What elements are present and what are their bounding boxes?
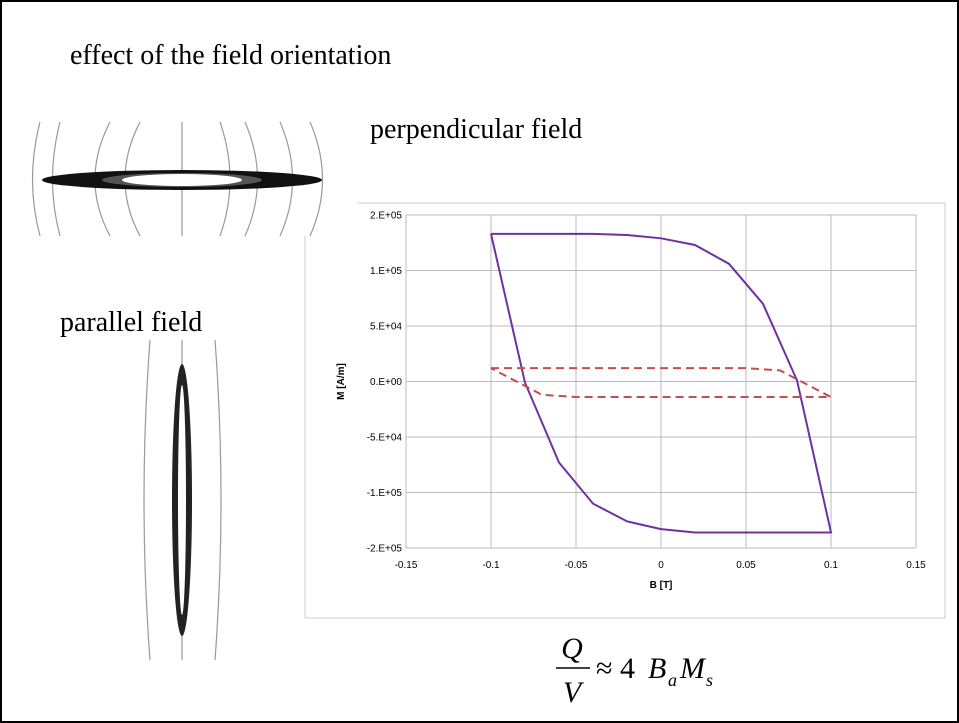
slide-title: effect of the field orientation — [70, 40, 391, 71]
perpendicular-label: perpendicular field — [370, 114, 582, 145]
parallel-image — [143, 339, 222, 661]
x-tick-label: -0.05 — [565, 560, 588, 571]
series-line — [490, 232, 833, 534]
y-tick-label: 1.E+05 — [370, 266, 402, 277]
y-axis-label: M [A/m] — [336, 363, 347, 400]
series-line — [490, 367, 832, 399]
parallel-label: parallel field — [60, 307, 202, 338]
y-tick-label: -2.E+05 — [367, 544, 403, 555]
x-tick-label: -0.1 — [482, 560, 500, 571]
x-tick-label: 0.1 — [824, 560, 838, 571]
formula-numerator: Q — [561, 632, 583, 665]
x-axis-label: B [T] — [650, 580, 673, 591]
formula-b: B — [648, 652, 666, 685]
formula: Q V ≈ 4 B a M s — [556, 632, 713, 709]
formula-approx: ≈ 4 — [596, 652, 635, 685]
chart: -2.E+05 -1.E+05 -5.E+04 0.E+00 5.E+04 1.E+05 2… — [304, 202, 946, 619]
formula-b-sub: a — [668, 670, 677, 690]
y-tick-label: 0.E+00 — [370, 377, 402, 388]
x-tick-label: 0.15 — [906, 560, 926, 571]
chart-frame — [304, 202, 946, 619]
y-tick-label: 2.E+05 — [370, 211, 402, 222]
formula-m-sub: s — [706, 670, 713, 690]
y-tick-label: -5.E+04 — [367, 433, 403, 444]
formula-m: M — [679, 652, 707, 685]
x-tick-label: -0.15 — [395, 560, 418, 571]
x-tick-label: 0 — [658, 560, 664, 571]
y-tick-label: 5.E+04 — [370, 322, 402, 333]
y-tick-label: -1.E+05 — [367, 488, 403, 499]
perpendicular-image — [12, 120, 357, 237]
formula-denominator: V — [563, 676, 585, 709]
x-tick-label: 0.05 — [736, 560, 756, 571]
